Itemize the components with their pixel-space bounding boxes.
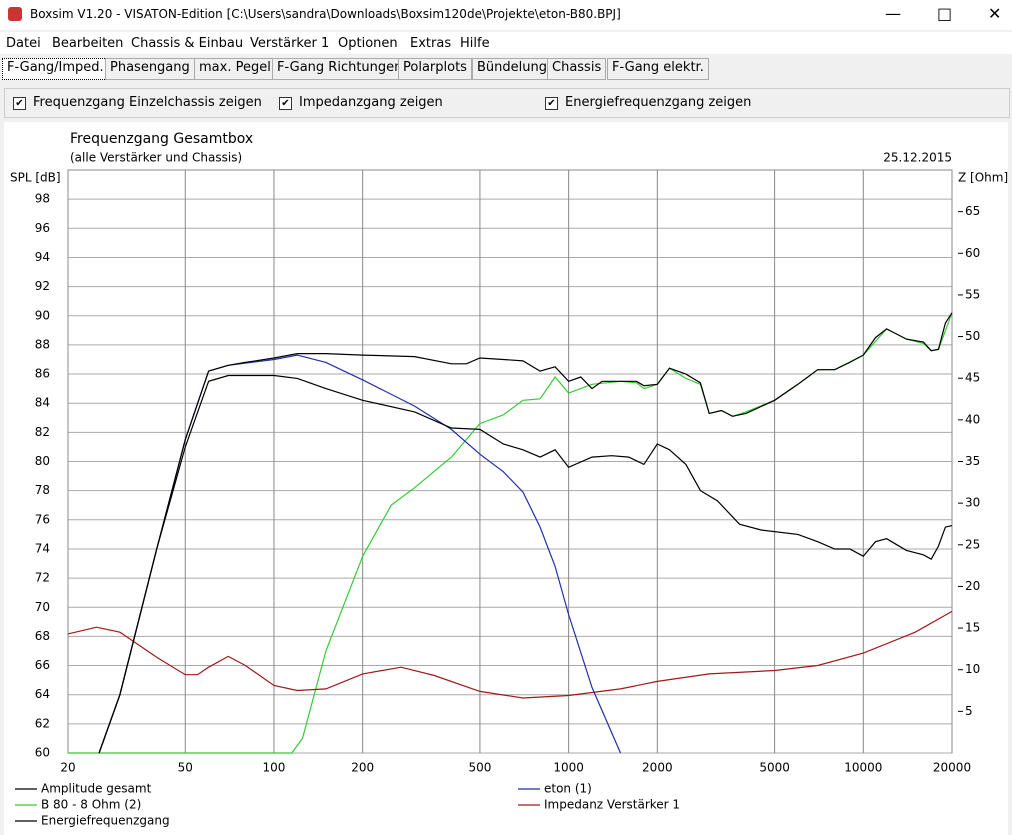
series-line <box>68 312 953 754</box>
x-tick-label: 500 <box>468 761 491 775</box>
y-tick-label: 88 <box>35 337 50 351</box>
x-tick-label: 5000 <box>759 761 790 775</box>
y2-tick-label: 15 <box>965 621 980 635</box>
x-tick-label: 50 <box>178 761 193 775</box>
tab[interactable]: F-Gang/Imped. <box>2 58 109 80</box>
options-bar: ✔ Frequenzgang Einzelchassis zeigen ✔ Imped… <box>4 88 1010 118</box>
y-tick-label: 80 <box>35 454 50 468</box>
menu-item[interactable]: Verstärker 1 <box>250 36 330 51</box>
checkbox-box[interactable]: ✔ <box>545 97 558 110</box>
close-button[interactable]: ✕ <box>988 4 1002 23</box>
y-tick-label: 96 <box>35 221 50 235</box>
series-line <box>98 354 622 754</box>
chart-subtitle: (alle Verstärker und Chassis) <box>70 151 242 165</box>
y-tick-label: 78 <box>35 483 50 497</box>
x-tick-label: 1000 <box>553 761 584 775</box>
window-title: Boxsim V1.20 - VISATON-Edition [C:\Users… <box>30 7 621 21</box>
y2-tick-label: 25 <box>965 537 980 551</box>
x-tick-label: 100 <box>263 761 286 775</box>
title-bar: Boxsim V1.20 - VISATON-Edition [C:\Users… <box>0 0 1012 30</box>
y2-tick-label: 20 <box>965 579 980 593</box>
y-tick-label: 76 <box>35 512 50 526</box>
x-tick-label: 20000 <box>933 761 971 775</box>
checkbox[interactable]: ✔ Energiefrequenzgang zeigen <box>545 95 751 110</box>
tab[interactable]: Chassis <box>547 58 607 80</box>
y-tick-label: 66 <box>35 658 50 672</box>
y-tick-label: 82 <box>35 425 50 439</box>
y2-tick-label: 55 <box>965 287 980 301</box>
menu-item[interactable]: Extras <box>410 36 452 51</box>
legend-label: Amplitude gesamt <box>41 782 152 796</box>
y2-tick-label: 50 <box>965 329 980 343</box>
chart-panel <box>4 122 1008 835</box>
tab[interactable]: max. Pegel <box>194 58 276 80</box>
x-tick-label: 200 <box>351 761 374 775</box>
y-tick-label: 72 <box>35 571 50 585</box>
y2-tick-label: 30 <box>965 496 980 510</box>
y-axis-label: SPL [dB] <box>10 171 61 185</box>
menu-item[interactable]: Datei <box>6 36 41 51</box>
y2-tick-label: 40 <box>965 412 980 426</box>
legend-label: Energiefrequenzgang <box>41 814 170 828</box>
y2-tick-label: 5 <box>965 704 973 718</box>
series-line <box>67 610 953 699</box>
menu-item[interactable]: Chassis & Einbau <box>131 36 244 51</box>
x-tick-label: 10000 <box>844 761 882 775</box>
checkbox[interactable]: ✔ Frequenzgang Einzelchassis zeigen <box>13 95 262 110</box>
chart-title: Frequenzgang Gesamtbox <box>70 131 253 147</box>
tab[interactable]: Polarplots <box>398 58 472 80</box>
y-tick-label: 90 <box>35 308 50 322</box>
y-tick-label: 62 <box>35 716 50 730</box>
app-icon <box>8 7 22 21</box>
checkbox[interactable]: ✔ Impedanzgang zeigen <box>279 95 443 110</box>
checkbox-label: Impedanzgang zeigen <box>299 95 443 110</box>
menu-item[interactable]: Optionen <box>338 36 398 51</box>
y2-tick-label: 65 <box>965 204 980 218</box>
y-tick-label: 92 <box>35 279 50 293</box>
menu-item[interactable]: Bearbeiten <box>52 36 124 51</box>
menu-item[interactable]: Hilfe <box>460 36 490 51</box>
tab[interactable]: Phasengang <box>105 58 195 80</box>
y2-axis-label: Z [Ohm] <box>958 171 1008 185</box>
tab[interactable]: Bündelung <box>472 58 552 80</box>
checkbox-box[interactable]: ✔ <box>13 97 26 110</box>
legend-label: eton (1) <box>544 782 592 796</box>
y-tick-label: 64 <box>35 687 50 701</box>
series-line <box>98 374 953 754</box>
y-tick-label: 60 <box>35 746 50 760</box>
tab[interactable]: F-Gang Richtungen <box>272 58 408 80</box>
checkbox-label: Energiefrequenzgang zeigen <box>565 95 752 110</box>
maximize-button[interactable]: □ <box>937 4 953 23</box>
tab-bar: F-Gang/Imped. Phasengang max. Pegel F-Gang … <box>0 56 1012 80</box>
y-tick-label: 86 <box>35 367 50 381</box>
y2-tick-label: 10 <box>965 662 980 676</box>
legend-label: Impedanz Verstärker 1 <box>544 798 680 812</box>
x-tick-label: 20 <box>60 761 75 775</box>
series-line <box>98 312 953 754</box>
y-tick-label: 94 <box>35 250 50 264</box>
y-tick-label: 98 <box>35 192 50 206</box>
x-tick-label: 2000 <box>642 761 673 775</box>
menu-bar: Datei Bearbeiten Chassis & Einbau Verstärke… <box>0 32 1012 54</box>
checkbox-box[interactable]: ✔ <box>279 97 292 110</box>
y2-tick-label: 60 <box>965 246 980 260</box>
legend-label: B 80 - 8 Ohm (2) <box>41 798 141 812</box>
y-tick-label: 84 <box>35 396 50 410</box>
checkbox-label: Frequenzgang Einzelchassis zeigen <box>33 95 262 110</box>
y-tick-label: 70 <box>35 600 50 614</box>
y2-tick-label: 45 <box>965 371 980 385</box>
y-tick-label: 68 <box>35 629 50 643</box>
minimize-button[interactable]: — <box>885 4 901 23</box>
y-tick-label: 74 <box>35 541 50 555</box>
y2-tick-label: 35 <box>965 454 980 468</box>
chart-date: 25.12.2015 <box>883 151 952 165</box>
tab[interactable]: F-Gang elektr. <box>607 58 709 80</box>
